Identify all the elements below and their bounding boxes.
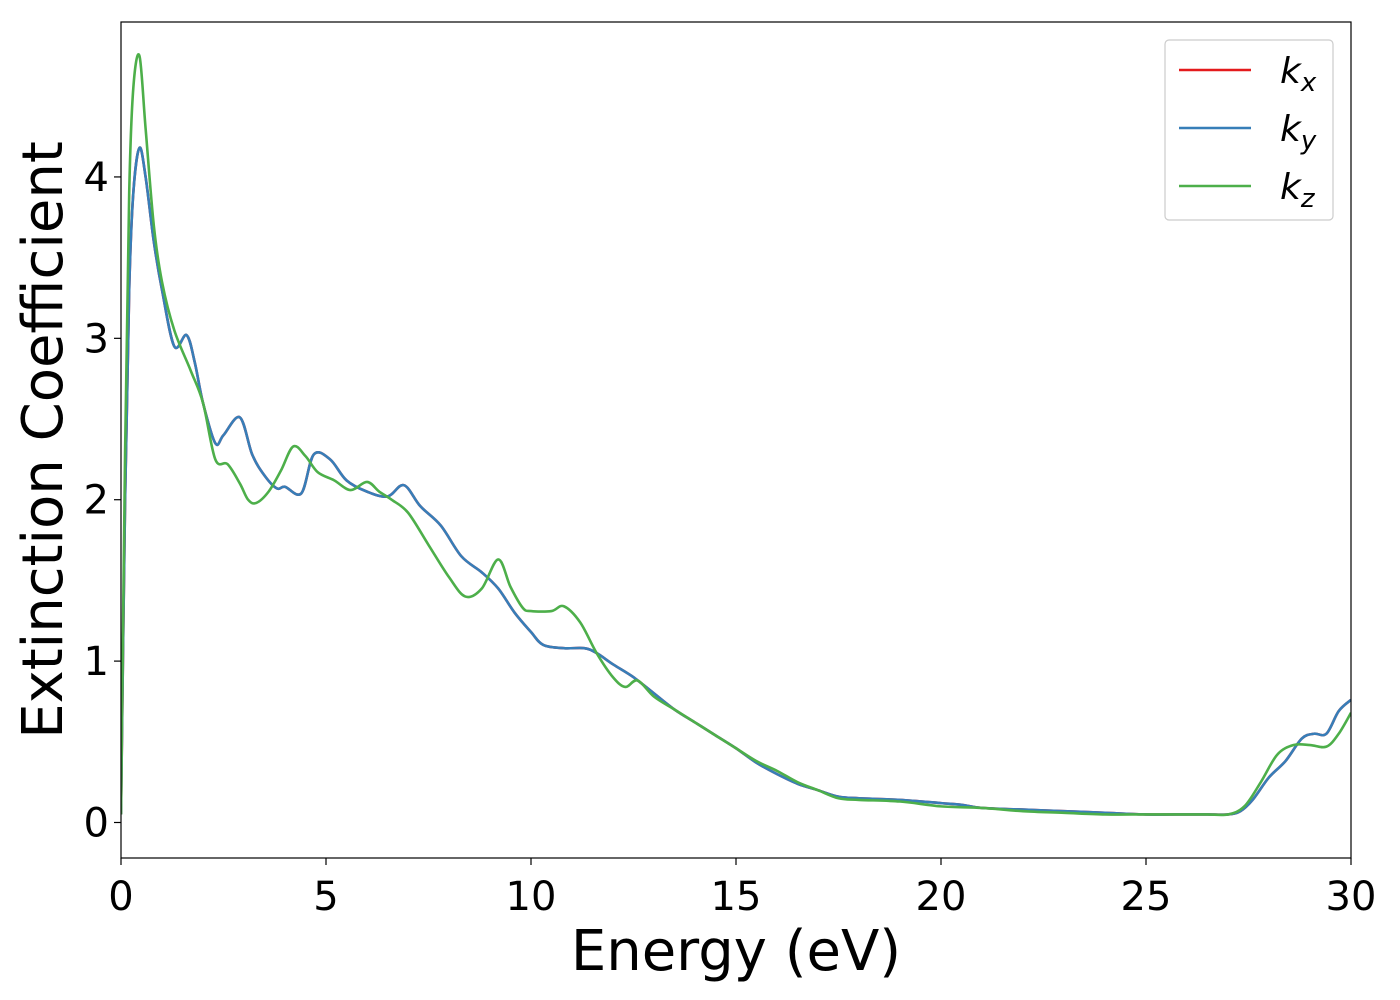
legend-label: ky <box>1280 109 1317 156</box>
y-axis-ticks: 0 1 2 3 4 <box>84 155 121 846</box>
legend-item-x: kx <box>1179 51 1317 98</box>
legend-item-z: kz <box>1179 167 1316 214</box>
x-tick-label: 10 <box>506 874 557 920</box>
legend-label: kx <box>1280 51 1317 98</box>
y-tick-label: 0 <box>84 800 109 846</box>
y-axis-label: Extinction Coefficient <box>11 141 76 739</box>
legend-box <box>1164 39 1334 221</box>
x-tick-label: 25 <box>1121 874 1172 920</box>
series-layer <box>121 53 1351 817</box>
x-tick-label: 15 <box>711 874 762 920</box>
legend: kx ky kz <box>1164 39 1334 221</box>
y-tick-label: 1 <box>84 639 109 685</box>
x-tick-label: 5 <box>313 874 338 920</box>
legend-item-y: ky <box>1179 109 1317 156</box>
x-axis-ticks: 0 5 10 15 20 25 30 <box>108 858 1376 920</box>
series-line-z <box>121 53 1351 817</box>
y-tick-label: 2 <box>84 478 109 524</box>
x-tick-label: 30 <box>1326 874 1377 920</box>
y-tick-label: 4 <box>84 155 109 201</box>
series-line-y <box>121 146 1351 816</box>
y-tick-label: 3 <box>84 316 109 362</box>
x-tick-label: 20 <box>916 874 967 920</box>
x-tick-label: 0 <box>108 874 133 920</box>
legend-label: kz <box>1280 167 1316 214</box>
x-axis-label: Energy (eV) <box>571 919 901 984</box>
